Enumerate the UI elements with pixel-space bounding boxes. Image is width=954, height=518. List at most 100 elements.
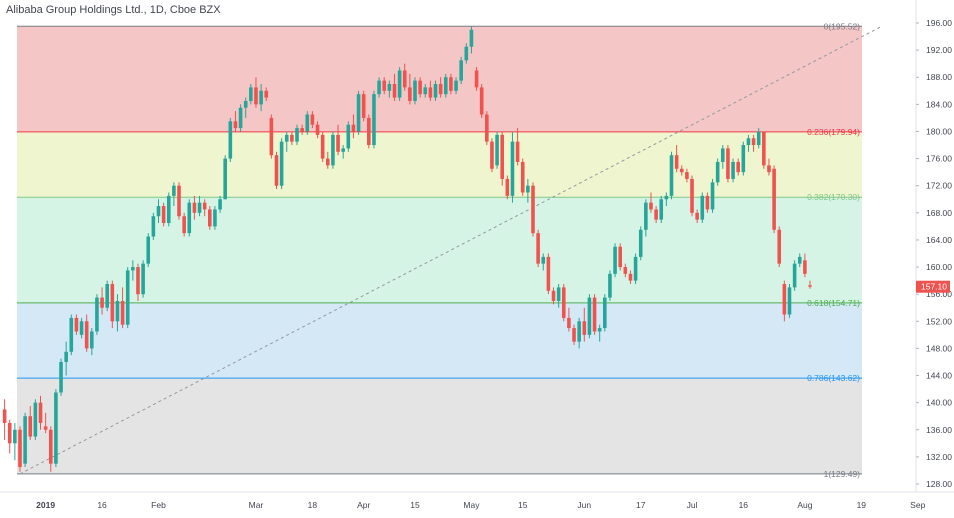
candle-body — [269, 117, 274, 156]
candle-body — [443, 77, 448, 95]
candle-body — [361, 94, 366, 118]
candle-body — [166, 195, 171, 223]
candle-body — [474, 70, 479, 88]
candle-body — [751, 138, 756, 146]
candle-body — [95, 297, 99, 332]
fib-bands — [17, 26, 862, 474]
candle-body — [433, 84, 438, 98]
y-axis: 128.00 132.00 136.00 140.00 144.00 148.00 152.… — [915, 0, 952, 492]
candle-body — [459, 60, 463, 81]
candle-body — [628, 273, 633, 281]
candle-body — [782, 284, 787, 315]
candle-body — [731, 161, 735, 179]
candle-body — [495, 134, 499, 166]
candle-body — [213, 209, 217, 227]
candle-body — [772, 168, 776, 230]
candle-body — [243, 100, 248, 108]
candle-body — [715, 161, 720, 183]
candle-body — [479, 87, 484, 115]
candle-body — [254, 87, 258, 105]
candle-body — [644, 202, 648, 230]
candle-body — [84, 321, 89, 349]
candle-body — [336, 134, 340, 152]
candle-body — [202, 202, 207, 210]
candle-body — [592, 297, 597, 332]
candle-body — [664, 195, 669, 200]
candle-body — [402, 70, 407, 88]
x-tick-label: Mar — [249, 500, 264, 510]
candle-body — [449, 77, 453, 91]
y-tick-label: 148.00 — [926, 343, 952, 353]
candle-body — [505, 178, 510, 196]
x-tick-label: 15 — [410, 500, 420, 510]
y-tick-label: 156.00 — [926, 289, 952, 299]
candle-body — [685, 172, 689, 179]
candle-body — [54, 392, 58, 464]
fib-label-0.786: 0.786(143.62) — [807, 373, 860, 383]
candle-body — [48, 429, 53, 464]
candle-body — [690, 178, 694, 213]
candle-body — [490, 141, 494, 169]
candle-body — [623, 267, 628, 274]
x-tick-label: Jun — [577, 500, 591, 510]
candle-body — [756, 131, 761, 146]
candle-body — [161, 206, 166, 223]
candle-body — [428, 87, 433, 98]
candle-body — [120, 300, 125, 325]
y-tick-label: 160.00 — [926, 262, 952, 272]
candle-body — [315, 124, 320, 135]
x-tick-label: 15 — [518, 500, 528, 510]
price-tag-label: 157.10 — [921, 282, 947, 292]
candle-body — [418, 80, 422, 95]
candle-body — [777, 229, 782, 264]
candle-body — [515, 141, 520, 162]
candle-body — [100, 297, 104, 308]
candle-body — [105, 284, 109, 308]
candle-body — [746, 138, 751, 146]
candle-body — [305, 114, 310, 132]
candle-body — [438, 84, 443, 95]
y-tick-label: 196.00 — [926, 18, 952, 28]
y-tick-label: 180.00 — [926, 126, 952, 136]
y-tick-label: 136.00 — [926, 425, 952, 435]
candle-body — [151, 216, 156, 237]
candle-body — [351, 124, 356, 132]
candle-body — [669, 155, 674, 196]
candle-body — [115, 300, 120, 322]
candle-body — [710, 182, 715, 210]
candle-body — [387, 84, 392, 91]
y-tick-label: 184.00 — [926, 99, 952, 109]
candle-body — [33, 402, 38, 437]
candle-body — [546, 256, 551, 291]
fib-band-0 — [17, 26, 862, 132]
fib-label-0.382: 0.382(170.30) — [807, 192, 860, 202]
candle-body — [382, 80, 387, 91]
candle-body — [556, 287, 561, 301]
x-tick-label: 2019 — [36, 500, 55, 510]
x-tick-label: 16 — [739, 500, 749, 510]
candle-body — [500, 134, 505, 179]
candle-body — [23, 416, 27, 464]
candle-body — [218, 199, 222, 210]
y-tick-label: 132.00 — [926, 452, 952, 462]
x-tick-label: Apr — [357, 500, 370, 510]
candle-body — [367, 117, 371, 146]
candle-body — [223, 158, 227, 200]
fib-label-0.236: 0.236(179.94) — [807, 127, 860, 137]
candle-body — [13, 429, 17, 444]
candle-body — [141, 263, 145, 295]
candle-body — [290, 134, 294, 142]
candle-body — [792, 263, 797, 288]
candle-body — [346, 124, 351, 149]
candle-body — [510, 141, 515, 196]
candle-body — [649, 202, 653, 210]
candle-body — [197, 202, 202, 213]
candle-body — [300, 128, 304, 132]
candle-body — [408, 87, 412, 101]
candle-body — [700, 195, 705, 220]
x-tick-label: 19 — [857, 500, 867, 510]
candle-body — [762, 131, 766, 166]
y-tick-label: 152.00 — [926, 316, 952, 326]
candle-body — [695, 212, 699, 220]
